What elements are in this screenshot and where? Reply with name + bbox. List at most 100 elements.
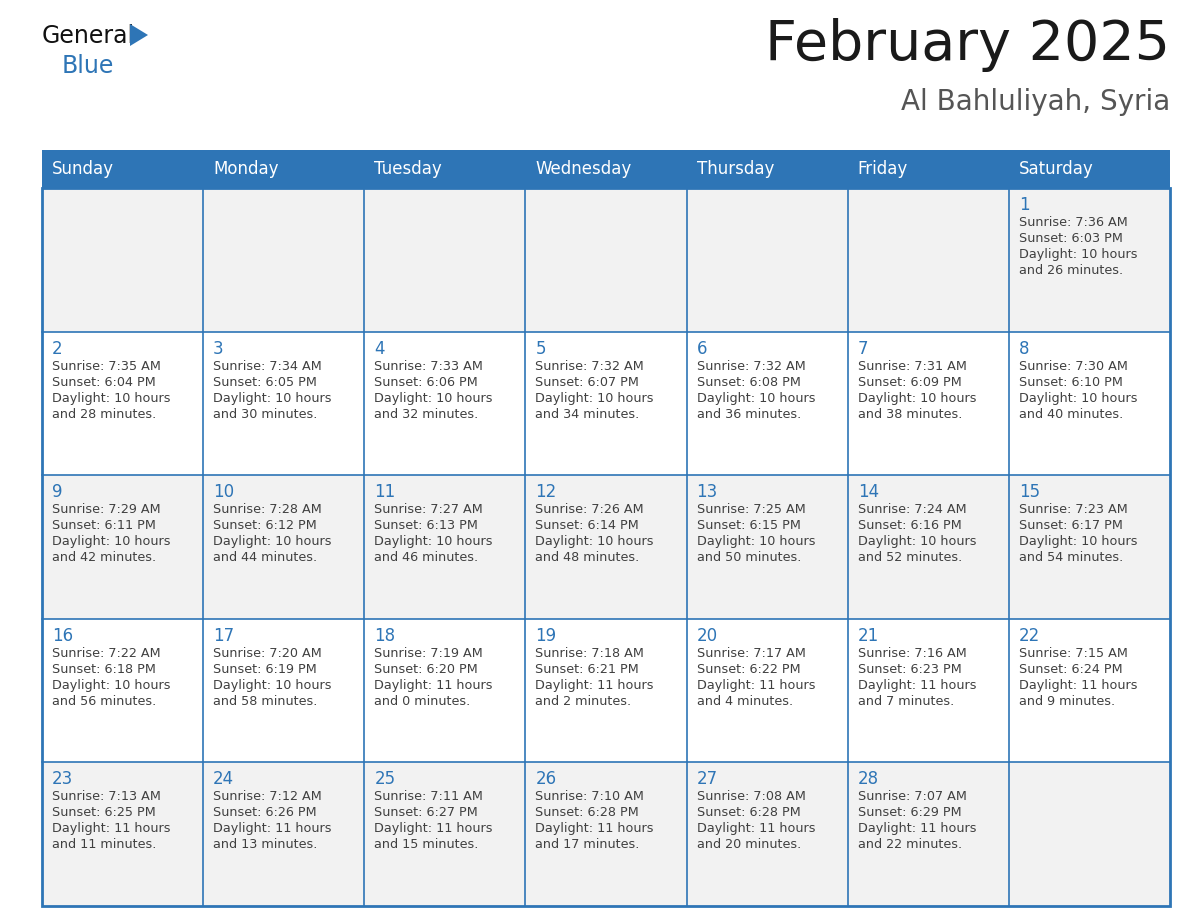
Text: and 9 minutes.: and 9 minutes.	[1019, 695, 1116, 708]
Text: Sunrise: 7:24 AM: Sunrise: 7:24 AM	[858, 503, 966, 516]
Text: Sunset: 6:28 PM: Sunset: 6:28 PM	[696, 806, 801, 820]
Text: Sunset: 6:15 PM: Sunset: 6:15 PM	[696, 520, 801, 532]
Text: and 52 minutes.: and 52 minutes.	[858, 551, 962, 565]
Text: Daylight: 10 hours: Daylight: 10 hours	[52, 392, 171, 405]
Text: Sunrise: 7:07 AM: Sunrise: 7:07 AM	[858, 790, 967, 803]
Text: 20: 20	[696, 627, 718, 644]
Text: Daylight: 11 hours: Daylight: 11 hours	[536, 678, 653, 692]
Text: Daylight: 10 hours: Daylight: 10 hours	[374, 392, 493, 405]
Text: 7: 7	[858, 340, 868, 358]
Text: Daylight: 10 hours: Daylight: 10 hours	[536, 535, 653, 548]
Text: Sunset: 6:17 PM: Sunset: 6:17 PM	[1019, 520, 1123, 532]
Text: Daylight: 11 hours: Daylight: 11 hours	[858, 678, 977, 692]
Text: Sunrise: 7:32 AM: Sunrise: 7:32 AM	[696, 360, 805, 373]
Text: Sunset: 6:25 PM: Sunset: 6:25 PM	[52, 806, 156, 820]
Text: 3: 3	[213, 340, 223, 358]
Polygon shape	[129, 24, 148, 46]
Text: Sunrise: 7:23 AM: Sunrise: 7:23 AM	[1019, 503, 1127, 516]
Text: and 7 minutes.: and 7 minutes.	[858, 695, 954, 708]
Text: Saturday: Saturday	[1019, 160, 1094, 178]
Text: Daylight: 10 hours: Daylight: 10 hours	[1019, 248, 1137, 261]
Text: Daylight: 10 hours: Daylight: 10 hours	[52, 535, 171, 548]
Text: 9: 9	[52, 483, 63, 501]
Text: and 56 minutes.: and 56 minutes.	[52, 695, 157, 708]
Text: and 17 minutes.: and 17 minutes.	[536, 838, 640, 851]
Text: Sunset: 6:18 PM: Sunset: 6:18 PM	[52, 663, 156, 676]
Text: Daylight: 10 hours: Daylight: 10 hours	[696, 535, 815, 548]
Text: 16: 16	[52, 627, 74, 644]
Text: and 22 minutes.: and 22 minutes.	[858, 838, 962, 851]
Text: 15: 15	[1019, 483, 1040, 501]
Text: Sunrise: 7:27 AM: Sunrise: 7:27 AM	[374, 503, 484, 516]
Text: and 46 minutes.: and 46 minutes.	[374, 551, 479, 565]
Text: and 32 minutes.: and 32 minutes.	[374, 408, 479, 420]
Text: Daylight: 10 hours: Daylight: 10 hours	[52, 678, 171, 692]
Text: Sunrise: 7:13 AM: Sunrise: 7:13 AM	[52, 790, 160, 803]
Text: 28: 28	[858, 770, 879, 789]
Text: Daylight: 11 hours: Daylight: 11 hours	[374, 678, 493, 692]
Text: 24: 24	[213, 770, 234, 789]
Text: and 30 minutes.: and 30 minutes.	[213, 408, 317, 420]
Text: 23: 23	[52, 770, 74, 789]
Text: and 28 minutes.: and 28 minutes.	[52, 408, 157, 420]
Text: and 4 minutes.: and 4 minutes.	[696, 695, 792, 708]
Text: and 48 minutes.: and 48 minutes.	[536, 551, 639, 565]
Text: Sunset: 6:29 PM: Sunset: 6:29 PM	[858, 806, 961, 820]
Text: Daylight: 11 hours: Daylight: 11 hours	[1019, 678, 1137, 692]
Text: and 13 minutes.: and 13 minutes.	[213, 838, 317, 851]
Text: Sunrise: 7:25 AM: Sunrise: 7:25 AM	[696, 503, 805, 516]
Text: Monday: Monday	[213, 160, 279, 178]
Text: Daylight: 10 hours: Daylight: 10 hours	[696, 392, 815, 405]
Text: and 15 minutes.: and 15 minutes.	[374, 838, 479, 851]
Text: Sunset: 6:10 PM: Sunset: 6:10 PM	[1019, 375, 1123, 388]
Text: 11: 11	[374, 483, 396, 501]
Text: Sunset: 6:11 PM: Sunset: 6:11 PM	[52, 520, 156, 532]
Text: 8: 8	[1019, 340, 1029, 358]
Text: Sunrise: 7:10 AM: Sunrise: 7:10 AM	[536, 790, 644, 803]
Text: 6: 6	[696, 340, 707, 358]
Text: Sunset: 6:07 PM: Sunset: 6:07 PM	[536, 375, 639, 388]
Text: and 11 minutes.: and 11 minutes.	[52, 838, 157, 851]
Text: Sunset: 6:13 PM: Sunset: 6:13 PM	[374, 520, 478, 532]
Text: Al Bahluliyah, Syria: Al Bahluliyah, Syria	[901, 88, 1170, 116]
Text: Sunrise: 7:16 AM: Sunrise: 7:16 AM	[858, 647, 967, 660]
Text: Sunset: 6:19 PM: Sunset: 6:19 PM	[213, 663, 317, 676]
Text: Sunset: 6:20 PM: Sunset: 6:20 PM	[374, 663, 478, 676]
Text: Sunrise: 7:30 AM: Sunrise: 7:30 AM	[1019, 360, 1127, 373]
Text: and 38 minutes.: and 38 minutes.	[858, 408, 962, 420]
Text: Daylight: 11 hours: Daylight: 11 hours	[213, 823, 331, 835]
Bar	[42, 331, 1170, 476]
Text: Sunrise: 7:22 AM: Sunrise: 7:22 AM	[52, 647, 160, 660]
Text: 21: 21	[858, 627, 879, 644]
Text: Sunrise: 7:28 AM: Sunrise: 7:28 AM	[213, 503, 322, 516]
Bar	[42, 150, 1170, 188]
Text: Sunset: 6:14 PM: Sunset: 6:14 PM	[536, 520, 639, 532]
Bar	[42, 619, 1170, 763]
Text: 19: 19	[536, 627, 556, 644]
Text: and 34 minutes.: and 34 minutes.	[536, 408, 639, 420]
Bar	[42, 188, 1170, 331]
Text: 13: 13	[696, 483, 718, 501]
Text: and 20 minutes.: and 20 minutes.	[696, 838, 801, 851]
Text: and 0 minutes.: and 0 minutes.	[374, 695, 470, 708]
Text: Sunday: Sunday	[52, 160, 114, 178]
Text: Tuesday: Tuesday	[374, 160, 442, 178]
Text: Sunset: 6:04 PM: Sunset: 6:04 PM	[52, 375, 156, 388]
Text: Sunrise: 7:11 AM: Sunrise: 7:11 AM	[374, 790, 484, 803]
Text: Sunrise: 7:29 AM: Sunrise: 7:29 AM	[52, 503, 160, 516]
Text: and 42 minutes.: and 42 minutes.	[52, 551, 156, 565]
Text: Wednesday: Wednesday	[536, 160, 632, 178]
Text: General: General	[42, 24, 135, 48]
Text: 18: 18	[374, 627, 396, 644]
Text: Sunset: 6:27 PM: Sunset: 6:27 PM	[374, 806, 478, 820]
Bar	[42, 188, 1170, 906]
Text: Daylight: 11 hours: Daylight: 11 hours	[374, 823, 493, 835]
Text: Sunrise: 7:08 AM: Sunrise: 7:08 AM	[696, 790, 805, 803]
Text: Sunrise: 7:32 AM: Sunrise: 7:32 AM	[536, 360, 644, 373]
Text: Sunset: 6:22 PM: Sunset: 6:22 PM	[696, 663, 801, 676]
Text: Daylight: 11 hours: Daylight: 11 hours	[696, 823, 815, 835]
Text: Daylight: 10 hours: Daylight: 10 hours	[374, 535, 493, 548]
Text: and 54 minutes.: and 54 minutes.	[1019, 551, 1123, 565]
Text: 17: 17	[213, 627, 234, 644]
Text: Sunrise: 7:15 AM: Sunrise: 7:15 AM	[1019, 647, 1127, 660]
